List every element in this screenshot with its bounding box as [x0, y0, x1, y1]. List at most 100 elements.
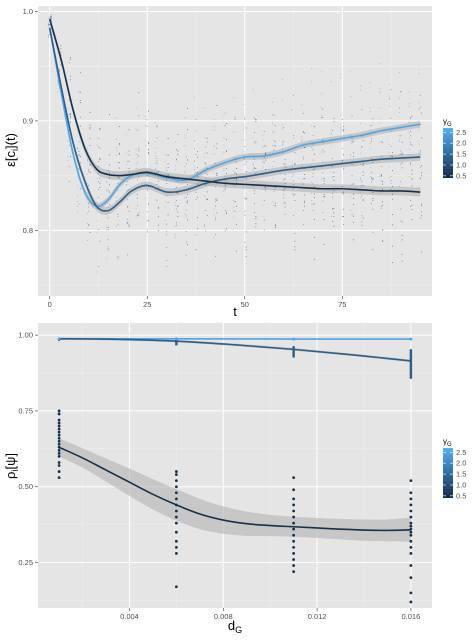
p1-scatter-point	[177, 205, 179, 207]
p1-scatter-point	[322, 149, 324, 151]
p1-scatter-point	[301, 138, 303, 140]
p1-scatter-point	[174, 237, 176, 238]
p1-scatter-point	[245, 198, 247, 200]
p1-scatter-point	[252, 181, 254, 183]
p1-scatter-point	[293, 187, 294, 189]
p1-scatter-point	[263, 131, 265, 132]
p1-scatter-point	[369, 82, 371, 84]
p1-scatter-point	[379, 90, 381, 92]
p1-scatter-point	[390, 89, 392, 91]
p1-scatter-point	[166, 246, 168, 248]
p1-scatter-point	[138, 155, 140, 157]
p1-scatter-point	[50, 15, 52, 17]
p1-scatter-point	[322, 177, 324, 179]
p2-legend-tick-label: 1.5	[456, 470, 466, 479]
p1-scatter-point	[98, 138, 99, 139]
p1-scatter-point	[379, 107, 381, 109]
p1-scatter-point	[380, 175, 382, 177]
p1-band-series-1	[49, 24, 421, 215]
p1-scatter-point	[333, 117, 335, 119]
p1-scatter-point	[195, 249, 197, 250]
p1-scatter-point	[392, 214, 393, 215]
p1-scatter-point	[304, 202, 306, 203]
p1-scatter-point	[321, 107, 322, 109]
p1-scatter-point	[118, 144, 120, 146]
p1-scatter-point	[195, 199, 197, 201]
p1-scatter-point	[304, 205, 306, 207]
p1-legend-tick-label: 2.5	[456, 128, 466, 137]
p1-scatter-point	[421, 215, 423, 217]
p1-scatter-point	[392, 262, 393, 263]
p1-scatter-point	[70, 114, 71, 115]
p1-scatter-point	[389, 98, 391, 99]
p1-scatter-point	[137, 162, 138, 164]
p1-scatter-point	[281, 124, 283, 126]
p1-scatter-point	[148, 220, 149, 222]
p1-scatter-point	[362, 164, 364, 166]
p1-scatter-point	[273, 161, 275, 162]
p1-scatter-point	[68, 114, 70, 116]
p1-line-series-0	[48, 27, 421, 208]
p1-scatter-point	[128, 225, 130, 227]
p2-point-gamma-0.5	[292, 533, 296, 537]
p1-scatter-point	[369, 167, 371, 168]
p1-scatter-point	[117, 176, 119, 177]
p1-scatter-point	[419, 154, 421, 156]
p1-scatter-point	[148, 153, 149, 155]
bottom-x-axis-title: dG	[228, 618, 242, 635]
p1-scatter-point	[106, 201, 108, 203]
p1-scatter-point	[174, 180, 176, 182]
p1-scatter-point	[205, 178, 207, 179]
p1-scatter-point	[419, 151, 421, 153]
p1-scatter-point	[371, 137, 372, 139]
p1-scatter-point	[245, 161, 247, 163]
p1-scatter-point	[187, 159, 189, 161]
p1-line-series-1	[48, 27, 421, 212]
p1-scatter-point	[351, 184, 353, 185]
p1-scatter-point	[304, 174, 306, 176]
p2-point-gamma-0.5	[409, 497, 413, 501]
p1-scatter-point	[245, 256, 247, 258]
p1-scatter-point	[333, 180, 335, 181]
p1-scatter-point	[340, 114, 342, 116]
p1-scatter-point	[187, 184, 189, 186]
p2-point-gamma-0.5	[57, 436, 61, 440]
p2-point-gamma-0.5	[409, 479, 413, 483]
p1-scatter-point	[321, 71, 322, 73]
p1-scatter-point	[372, 118, 374, 120]
p1-scatter-point	[410, 206, 411, 207]
p1-scatter-point	[176, 224, 177, 226]
p1-scatter-point	[272, 201, 274, 203]
p1-scatter-point	[194, 148, 196, 150]
p1-scatter-point	[50, 16, 52, 18]
p1-scatter-point	[274, 227, 276, 228]
p1-scatter-point	[313, 237, 315, 238]
p1-scatter-point	[98, 165, 99, 167]
p1-scatter-point	[312, 203, 314, 205]
p1-scatter-point	[311, 68, 313, 69]
p1-scatter-point	[177, 153, 179, 155]
p2-point-gamma-1.3	[409, 359, 413, 363]
p1-scatter-point	[265, 189, 267, 191]
p2-point-gamma-0.5	[57, 461, 61, 464]
p1-scatter-point	[57, 91, 59, 92]
p1-scatter-point	[418, 109, 420, 110]
p2-point-gamma-0.5	[409, 545, 413, 549]
p1-scatter-point	[311, 181, 313, 183]
p1-scatter-point	[118, 167, 120, 169]
p1-scatter-point	[283, 179, 285, 181]
p1-scatter-point	[107, 227, 109, 228]
p1-scatter-point	[98, 189, 99, 190]
p1-scatter-point	[352, 204, 354, 206]
p1-scatter-point	[283, 140, 285, 142]
p1-scatter-point	[157, 187, 159, 189]
p1-scatter-point	[59, 69, 60, 70]
p1-scatter-point	[371, 189, 372, 191]
p1-scatter-point	[254, 167, 255, 168]
p1-scatter-point	[206, 152, 208, 154]
p1-scatter-point	[226, 228, 228, 230]
p1-scatter-point	[242, 139, 244, 141]
p1-scatter-point	[223, 121, 225, 123]
p1-scatter-point	[410, 200, 411, 201]
p1-scatter-point	[235, 250, 237, 252]
